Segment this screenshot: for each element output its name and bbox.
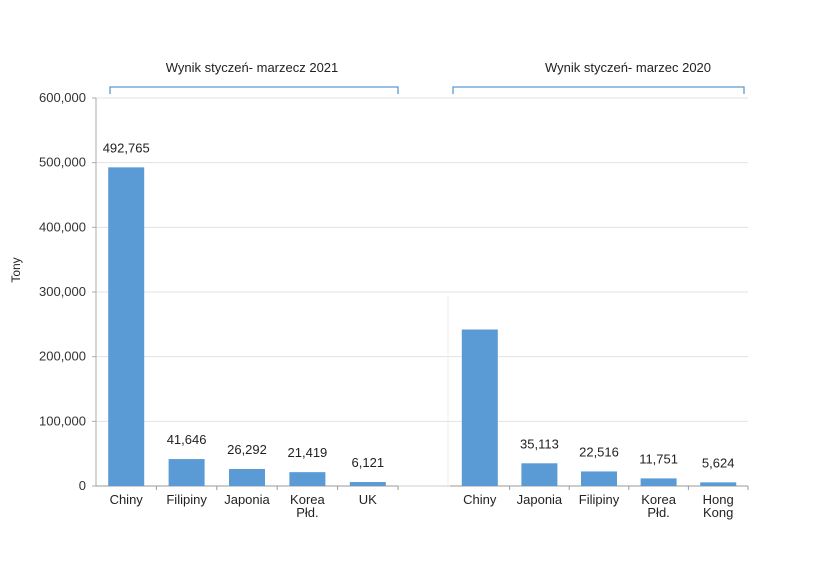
group-bracket (109, 86, 399, 94)
category-label: Płd. (647, 505, 669, 520)
data-label: 22,516 (579, 444, 619, 459)
bar (581, 471, 617, 486)
bar (461, 329, 498, 486)
bar (640, 478, 677, 486)
y-tick-label: 500,000 (39, 155, 86, 170)
bar (168, 459, 205, 486)
data-label: 35,113 (520, 436, 559, 451)
group-bracket (452, 86, 745, 94)
category-label: Japonia (224, 492, 270, 507)
y-axis-label: Tony (9, 257, 23, 282)
data-label: 5,624 (702, 455, 735, 470)
category-label: Filipiny (579, 492, 620, 507)
bar (108, 167, 145, 486)
data-label: 492,765 (103, 140, 150, 155)
bar (289, 472, 326, 486)
group-title: Wynik styczeń- marzec 2020 (545, 60, 711, 75)
data-label: 41,646 (167, 432, 207, 447)
category-label: Japonia (517, 492, 563, 507)
data-label: 26,292 (227, 442, 267, 457)
category-label: Chiny (463, 492, 497, 507)
y-tick-label: 100,000 (39, 413, 86, 428)
group-title: Wynik styczeń- marzecz 2021 (166, 60, 339, 75)
category-label: Korea (290, 492, 325, 507)
category-label: Hong (703, 492, 734, 507)
bar (229, 468, 265, 486)
data-label: 21,419 (288, 445, 328, 460)
category-label: Kong (703, 505, 733, 520)
y-tick-label: 600,000 (39, 90, 86, 105)
category-label: UK (359, 492, 377, 507)
y-tick-label: 200,000 (39, 349, 86, 364)
category-label: Chiny (110, 492, 144, 507)
y-tick-label: 300,000 (39, 284, 86, 299)
bar (700, 482, 737, 486)
y-tick-label: 0 (79, 478, 86, 493)
bar (521, 463, 558, 486)
category-label: Płd. (296, 505, 318, 520)
data-label: 6,121 (352, 455, 385, 470)
y-tick-label: 400,000 (39, 219, 86, 234)
category-label: Korea (641, 492, 676, 507)
bar (349, 482, 386, 486)
category-label: Filipiny (166, 492, 207, 507)
data-label: 11,751 (639, 451, 678, 466)
